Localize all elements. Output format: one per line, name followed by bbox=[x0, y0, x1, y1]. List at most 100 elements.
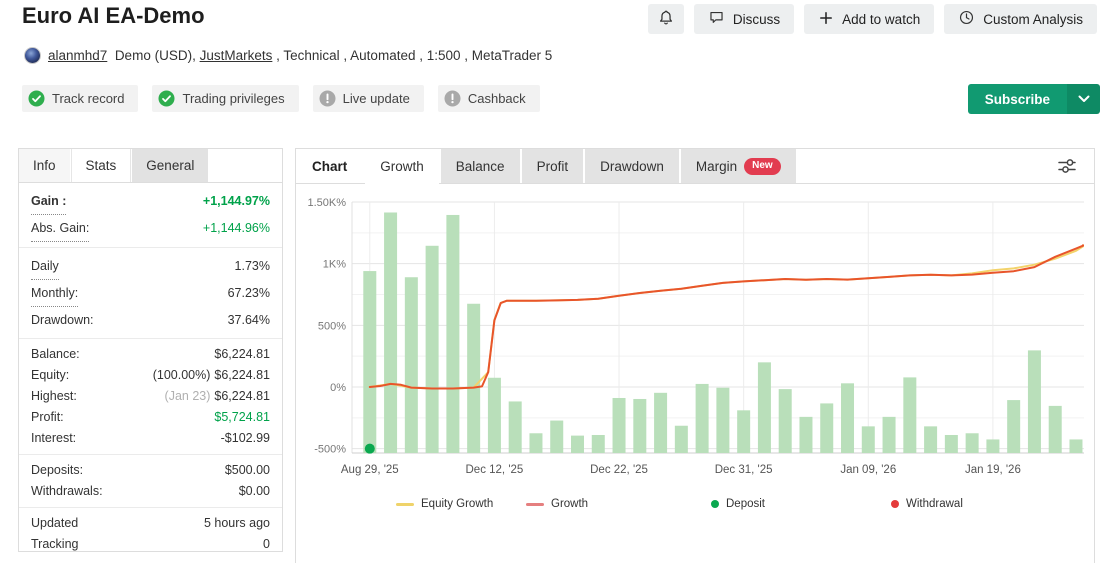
sidebar-tab-info[interactable]: Info bbox=[19, 149, 70, 182]
growth-line bbox=[368, 244, 1084, 390]
legend-item-deposit[interactable]: Deposit bbox=[711, 498, 765, 510]
stat-row-daily: Daily 1.73% bbox=[31, 253, 270, 280]
broker-link[interactable]: JustMarkets bbox=[199, 48, 273, 63]
stat-row-profit: Profit: $5,724.81 bbox=[31, 407, 270, 428]
growth-bar bbox=[529, 433, 543, 453]
chart-legend: Equity Growth Growth Deposit Withdrawal bbox=[296, 498, 1094, 518]
badge-label: Track record bbox=[52, 91, 125, 106]
chart-tab-drawdown[interactable]: Drawdown bbox=[585, 149, 679, 183]
growth-bar bbox=[487, 377, 501, 453]
x-tick-label: Aug 29, '25 bbox=[341, 464, 399, 476]
discuss-button[interactable]: Discuss bbox=[693, 4, 795, 34]
growth-bar bbox=[820, 403, 834, 453]
badge-track-record: Track record bbox=[22, 85, 139, 112]
growth-bar bbox=[550, 420, 564, 453]
stat-label: Gain : bbox=[31, 188, 67, 215]
chart-settings-button[interactable] bbox=[1052, 155, 1082, 179]
legend-label: Withdrawal bbox=[906, 498, 963, 510]
stat-label: Balance: bbox=[31, 347, 80, 361]
deposit-marker bbox=[364, 443, 375, 454]
stat-label: Equity: bbox=[31, 368, 70, 382]
badge-label: Cashback bbox=[467, 91, 526, 106]
stat-label: Deposits: bbox=[31, 463, 84, 477]
legend-label: Equity Growth bbox=[421, 498, 494, 510]
subscribe-split-button: Subscribe bbox=[967, 84, 1100, 114]
growth-bar bbox=[446, 214, 460, 453]
growth-bar bbox=[1027, 350, 1041, 453]
stat-label: Abs. Gain: bbox=[31, 215, 90, 242]
subscribe-dropdown-button[interactable] bbox=[1067, 84, 1100, 114]
badge-cashback: Cashback bbox=[437, 85, 540, 112]
legend-line-swatch bbox=[396, 502, 414, 506]
add-to-watch-button[interactable]: Add to watch bbox=[804, 4, 935, 34]
growth-bar bbox=[591, 434, 605, 453]
sidebar-stats-body: Gain : +1,144.97% Abs. Gain: +1,144.96% Dail… bbox=[19, 183, 282, 560]
stat-row-drawdown: Drawdown: 37.64% bbox=[31, 307, 270, 333]
growth-bar bbox=[799, 416, 813, 453]
badge-trading-privileges: Trading privileges bbox=[152, 85, 299, 112]
avatar bbox=[24, 47, 41, 64]
stat-row-interest: Interest: -$102.99 bbox=[31, 428, 270, 449]
y-tick-label: 1.50K% bbox=[307, 197, 346, 209]
growth-bar bbox=[737, 410, 751, 453]
stat-label: Withdrawals: bbox=[31, 484, 103, 498]
growth-bar bbox=[404, 277, 418, 453]
account-summary: alanmhd7 Demo (USD), JustMarkets , Techn… bbox=[24, 47, 552, 64]
badge-label: Trading privileges bbox=[182, 91, 285, 106]
stat-row-gain: Gain : +1,144.97% bbox=[31, 188, 270, 215]
legend-item-equity-growth[interactable]: Equity Growth bbox=[396, 498, 493, 510]
stat-value-prefix: (100.00%) bbox=[152, 368, 211, 382]
growth-bar bbox=[654, 392, 668, 453]
growth-bar bbox=[882, 416, 896, 453]
chart-tab-label: Drawdown bbox=[600, 158, 664, 174]
add-to-watch-label: Add to watch bbox=[842, 11, 921, 27]
username-link[interactable]: alanmhd7 bbox=[48, 48, 108, 63]
stat-row-equity: Equity: (100.00%) $6,224.81 bbox=[31, 365, 270, 386]
bell-icon bbox=[657, 9, 675, 30]
legend-item-growth[interactable]: Growth bbox=[526, 498, 588, 510]
sidebar-tab-general[interactable]: General bbox=[132, 149, 209, 182]
exclamation-circle-icon bbox=[319, 90, 336, 107]
page-title: Euro AI EA-Demo bbox=[22, 3, 205, 28]
legend-label: Growth bbox=[551, 498, 589, 510]
growth-bar bbox=[612, 397, 626, 453]
legend-item-withdrawal[interactable]: Withdrawal bbox=[891, 498, 963, 510]
x-tick-label: Jan 09, '26 bbox=[840, 464, 896, 476]
notifications-button[interactable] bbox=[647, 4, 684, 34]
stat-row-deposits: Deposits: $500.00 bbox=[31, 460, 270, 481]
stat-row-updated: Updated 5 hours ago bbox=[31, 513, 270, 534]
stat-row-withdrawals: Withdrawals: $0.00 bbox=[31, 481, 270, 502]
exclamation-circle-icon bbox=[444, 90, 461, 107]
chart-tab-margin[interactable]: Margin New bbox=[680, 149, 796, 183]
chart-tabs: Growth Balance Profit Drawdown Margin New bbox=[365, 149, 797, 184]
stat-value: (Jan 23) $6,224.81 bbox=[164, 389, 270, 403]
account-meta-2: , Technical , Automated , 1:500 , MetaTr… bbox=[272, 48, 553, 63]
growth-bar bbox=[716, 387, 730, 453]
stats-group-0: Gain : +1,144.97% Abs. Gain: +1,144.96% bbox=[19, 183, 282, 248]
chart-tab-profit[interactable]: Profit bbox=[521, 149, 584, 183]
stat-value: 1.73% bbox=[234, 259, 270, 273]
chart-section-label: Chart bbox=[312, 158, 348, 174]
growth-bar bbox=[695, 383, 709, 453]
chart-tab-balance[interactable]: Balance bbox=[440, 149, 520, 183]
plus-icon bbox=[818, 10, 834, 29]
stat-row-monthly: Monthly: 67.23% bbox=[31, 280, 270, 307]
growth-bar bbox=[924, 426, 938, 453]
subscribe-button[interactable]: Subscribe bbox=[967, 84, 1067, 114]
clock-icon bbox=[958, 9, 975, 29]
stat-label: Profit: bbox=[31, 410, 64, 424]
account-meta: Demo (USD), bbox=[107, 48, 200, 63]
growth-bar bbox=[841, 383, 855, 453]
chart-tab-growth[interactable]: Growth bbox=[365, 149, 439, 184]
growth-bar bbox=[571, 435, 584, 453]
chat-icon bbox=[708, 9, 725, 29]
stats-group-3: Deposits: $500.00 Withdrawals: $0.00 bbox=[19, 455, 282, 508]
growth-bar bbox=[861, 426, 875, 453]
stat-value: 37.64% bbox=[227, 313, 270, 327]
custom-analysis-button[interactable]: Custom Analysis bbox=[944, 4, 1097, 34]
chart-tab-label: Margin bbox=[695, 158, 738, 174]
sidebar-tab-stats[interactable]: Stats bbox=[70, 149, 132, 182]
stat-value: $0.00 bbox=[238, 484, 270, 498]
growth-bar bbox=[363, 271, 377, 453]
